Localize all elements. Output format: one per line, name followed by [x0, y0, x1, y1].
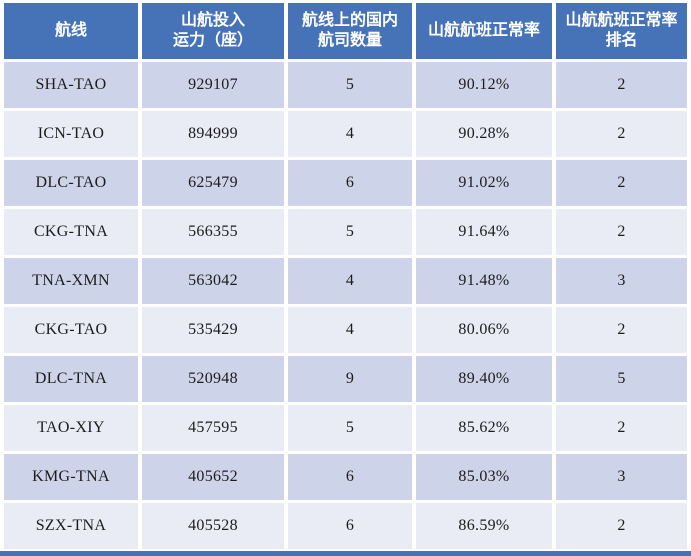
capacity-cell: 535429: [142, 307, 284, 353]
table-header: 航线 山航投入 运力（座） 航线上的国内 航司数量 山航航班正常率 山航航班正常…: [4, 3, 687, 59]
punctuality-cell: 85.62%: [416, 405, 552, 451]
column-header-rank: 山航航班正常率 排名: [556, 3, 687, 59]
route-cell: SZX-TNA: [4, 503, 138, 549]
table-row: SZX-TNA 405528 6 86.59% 2: [4, 503, 687, 549]
rank-cell: 2: [556, 111, 687, 157]
rank-cell: 3: [556, 258, 687, 304]
route-cell: DLC-TNA: [4, 356, 138, 402]
punctuality-cell: 89.40%: [416, 356, 552, 402]
capacity-cell: 625479: [142, 160, 284, 206]
route-cell: TNA-XMN: [4, 258, 138, 304]
table-row: CKG-TNA 566355 5 91.64% 2: [4, 209, 687, 255]
punctuality-cell: 91.48%: [416, 258, 552, 304]
carriers-cell: 6: [288, 454, 412, 500]
capacity-cell: 405652: [142, 454, 284, 500]
table-row: CKG-TAO 535429 4 80.06% 2: [4, 307, 687, 353]
punctuality-cell: 80.06%: [416, 307, 552, 353]
table-row: TAO-XIY 457595 5 85.62% 2: [4, 405, 687, 451]
table-row: ICN-TAO 894999 4 90.28% 2: [4, 111, 687, 157]
carriers-cell: 5: [288, 405, 412, 451]
column-header-route: 航线: [4, 3, 138, 59]
rank-cell: 5: [556, 356, 687, 402]
capacity-cell: 929107: [142, 62, 284, 108]
rank-cell: 2: [556, 503, 687, 549]
route-cell: TAO-XIY: [4, 405, 138, 451]
rank-cell: 2: [556, 160, 687, 206]
rank-cell: 3: [556, 454, 687, 500]
route-cell: SHA-TAO: [4, 62, 138, 108]
route-cell: CKG-TAO: [4, 307, 138, 353]
punctuality-cell: 90.12%: [416, 62, 552, 108]
punctuality-cell: 91.64%: [416, 209, 552, 255]
header-row: 航线 山航投入 运力（座） 航线上的国内 航司数量 山航航班正常率 山航航班正常…: [4, 3, 687, 59]
rank-cell: 2: [556, 62, 687, 108]
column-header-capacity: 山航投入 运力（座）: [142, 3, 284, 59]
punctuality-cell: 85.03%: [416, 454, 552, 500]
carriers-cell: 6: [288, 160, 412, 206]
capacity-cell: 566355: [142, 209, 284, 255]
carriers-cell: 5: [288, 62, 412, 108]
capacity-cell: 520948: [142, 356, 284, 402]
table-row: TNA-XMN 563042 4 91.48% 3: [4, 258, 687, 304]
table-row: SHA-TAO 929107 5 90.12% 2: [4, 62, 687, 108]
carriers-cell: 5: [288, 209, 412, 255]
punctuality-cell: 90.28%: [416, 111, 552, 157]
capacity-cell: 894999: [142, 111, 284, 157]
carriers-cell: 4: [288, 258, 412, 304]
column-header-carriers: 航线上的国内 航司数量: [288, 3, 412, 59]
column-header-punctuality: 山航航班正常率: [416, 3, 552, 59]
rank-cell: 2: [556, 405, 687, 451]
capacity-cell: 563042: [142, 258, 284, 304]
table-row: DLC-TNA 520948 9 89.40% 5: [4, 356, 687, 402]
next-table-header-strip: [0, 551, 691, 556]
carriers-cell: 9: [288, 356, 412, 402]
table-body: SHA-TAO 929107 5 90.12% 2 ICN-TAO 894999…: [4, 62, 687, 549]
rank-cell: 2: [556, 209, 687, 255]
carriers-cell: 6: [288, 503, 412, 549]
rank-cell: 2: [556, 307, 687, 353]
table-row: DLC-TAO 625479 6 91.02% 2: [4, 160, 687, 206]
route-cell: CKG-TNA: [4, 209, 138, 255]
route-cell: KMG-TNA: [4, 454, 138, 500]
capacity-cell: 405528: [142, 503, 284, 549]
punctuality-cell: 91.02%: [416, 160, 552, 206]
table-row: KMG-TNA 405652 6 85.03% 3: [4, 454, 687, 500]
capacity-cell: 457595: [142, 405, 284, 451]
route-cell: ICN-TAO: [4, 111, 138, 157]
route-cell: DLC-TAO: [4, 160, 138, 206]
carriers-cell: 4: [288, 111, 412, 157]
carriers-cell: 4: [288, 307, 412, 353]
punctuality-cell: 86.59%: [416, 503, 552, 549]
